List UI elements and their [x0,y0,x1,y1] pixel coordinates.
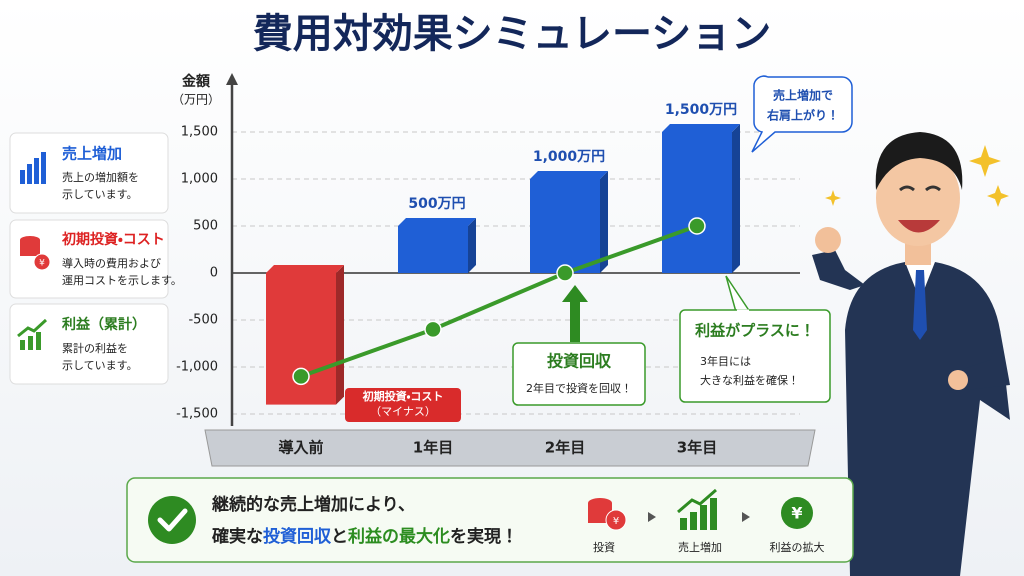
y-axis-label: 金額 [182,73,211,90]
bar-side [732,124,740,273]
line [300,224,698,379]
plot-area: -1,500 -1,000 -500 0 500 1,000 1,500 導入前 1年目 2年目 3… [176,73,800,457]
bar-side [600,171,608,273]
legend-note: 運用コストを示します。 [62,274,182,287]
legend: ¥ 売上増加 売上の増加額を 示しています。 初期投資・コスト 導入時の費用およ… [9,132,182,385]
y-axis-arrow [226,73,238,85]
y-tick-label: 0 [210,266,218,281]
banner-highlight: 投資回収 [263,526,332,547]
value-label: 500万円 [408,196,465,212]
bar-top [266,265,344,273]
bubble-text: 右肩上がり！ [766,108,839,123]
annotation-box [512,342,646,406]
line-point [424,320,442,339]
bar [530,179,600,273]
y-tick-label: -1,000 [176,360,218,375]
y-tick-label: 500 [193,219,218,234]
banner-text: と [331,527,348,547]
check-icon [148,496,196,544]
bar-side [468,218,476,273]
y-tick-label: 1,000 [181,172,218,187]
bar-top [398,218,476,226]
legend-entry: 利益（累計） [62,316,146,333]
legend-card [9,132,169,214]
annotation-text: 大きな利益を確保！ [700,373,799,387]
y-tick-label: 1,500 [181,125,218,140]
banner-text: 継続的な売上増加により、 [211,494,415,515]
x-tick-label: 1年目 [413,439,453,457]
legend-icon [20,152,46,184]
annotation-text: 2年目で投資を回収！ [526,381,632,395]
annotation-text: 3年目には [700,354,751,368]
legend-card [9,219,169,299]
value-label: 1,000万円 [533,149,605,165]
annotation-title: 利益がプラスに！ [695,322,815,340]
x-tick-label: 3年目 [677,439,717,457]
svg-text:¥: ¥ [791,504,802,523]
banner-text: 確実な投資回収と利益の最大化を実現！ [212,526,518,547]
legend-note: 累計の利益を [62,341,128,355]
value-label: 1,500万円 [665,102,737,118]
banner-box [126,477,854,563]
y-tick-label: -1,500 [176,407,218,422]
annotation-box [345,388,461,422]
annotation-arrow [562,285,588,342]
flow-icon: ¥ [781,497,813,529]
annotations: 初期投資・コスト （マイナス） 投資回収 2年目で投資を回収！ 利益がプラスに！… [345,75,853,422]
legend-note: 示しています。 [62,188,138,201]
flow-label: 投資 [593,540,615,554]
x-tick-label: 導入前 [278,439,323,457]
flow-label: 利益の拡大 [770,540,825,554]
svg-text:¥: ¥ [613,516,619,527]
legend-entry: 売上増加 [62,145,122,163]
bar [398,226,468,273]
legend-card [9,303,169,385]
banner-highlight: 利益の最大化 [348,526,450,547]
flow-icon [677,488,717,530]
legend-icon [17,318,48,350]
annotation-text: （マイナス） [370,405,436,418]
bar-side [336,265,344,405]
legend-note: 売上の増加額を [62,170,139,184]
speech-bubble [751,75,853,153]
flow-label: 売上増加 [678,541,722,554]
legend-icon: ¥ [20,236,51,271]
annotation-text: 初期投資・コスト [362,389,444,403]
platform [204,429,816,467]
flow-icon: ¥ [588,498,627,531]
bar [662,132,732,273]
line-point [292,367,310,386]
banner: 継続的な売上増加により、 確実な投資回収と利益の最大化を実現！ ¥ ¥ 投資 売… [126,477,854,563]
svg-text:¥: ¥ [39,259,45,269]
banner-text: を実現！ [450,526,518,547]
bar-top [662,124,740,132]
illustration [812,132,1010,576]
annotation-box [679,309,831,403]
line-point [556,264,574,282]
y-tick-label: -500 [188,313,218,328]
bubble-text: 売上増加で [773,88,833,103]
legend-note: 示しています。 [62,359,138,372]
y-axis-unit: （万円） [172,93,220,107]
banner-text: 確実な [212,526,263,547]
chart-title: 費用対効果シミュレーション [253,11,771,57]
legend-note: 導入時の費用および [62,256,161,270]
legend-entry: 初期投資・コスト [61,231,165,248]
bar-top [530,171,608,179]
line-point [688,217,706,235]
annotation-title: 投資回収 [547,352,612,371]
x-tick-label: 2年目 [545,439,585,457]
